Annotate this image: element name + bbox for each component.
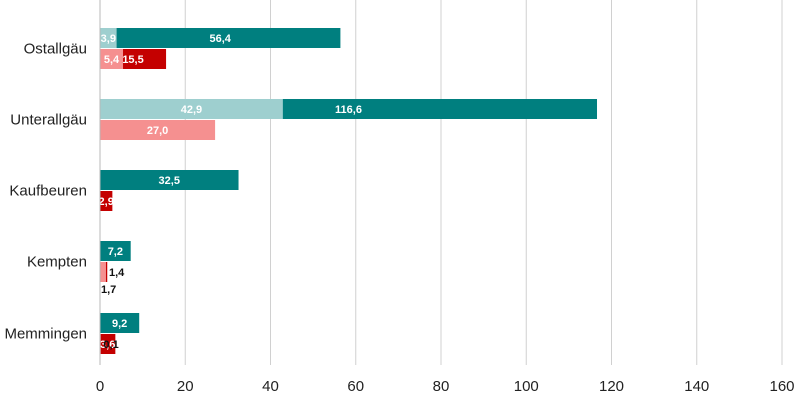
data-label-1-0-0: 116,6 <box>335 104 362 116</box>
data-label-3-0-0: 7,2 <box>108 246 123 258</box>
grid-lines <box>184 0 783 365</box>
x-tick-label-8: 160 <box>769 378 794 395</box>
bar-segment-0-0-1 <box>100 28 117 48</box>
data-label-3-1-0: 1,7 <box>101 284 116 296</box>
category-label-0: Ostallgäu <box>24 41 87 58</box>
x-tick-labels: 0 20 40 60 80 100 120 140 160 <box>96 378 795 395</box>
data-label-4-1-1: 0,1 <box>103 339 118 351</box>
bars: 56,43,915,55,4116,642,914,227,032,52,97,… <box>99 28 598 354</box>
bar-segment-1-1-1 <box>100 120 216 140</box>
bar-segment-2-1-0 <box>100 191 113 211</box>
bar-segment-4-0-0 <box>100 313 140 333</box>
x-tick-label-7: 140 <box>684 378 709 395</box>
bar-segment-4-1-0 <box>100 334 116 354</box>
category-label-4: Memmingen <box>4 326 87 343</box>
category-label-3: Kempten <box>27 254 87 271</box>
data-label-0-0-0: 56,4 <box>209 33 231 45</box>
data-label-4-1-0: 3,6 <box>100 339 115 351</box>
category-label-2: Kaufbeuren <box>9 183 87 200</box>
bar-segment-3-1-1 <box>100 262 106 282</box>
bar-segment-2-0-0 <box>100 170 239 190</box>
bar-segment-3-0-0 <box>100 241 131 261</box>
bar-segment-0-0-0 <box>100 28 341 48</box>
data-label-1-0-1: 42,9 <box>181 104 202 116</box>
data-label-0-1-0: 15,5 <box>122 54 143 66</box>
x-tick-label-1: 20 <box>177 378 194 395</box>
x-tick-label-5: 100 <box>514 378 539 395</box>
data-label-2-1-0: 2,9 <box>99 196 114 208</box>
bar-segment-1-0-1 <box>100 99 283 119</box>
data-label-2-0-0: 32,5 <box>159 175 180 187</box>
data-label-0-1-1: 5,4 <box>104 54 120 66</box>
x-tick-label-0: 0 <box>96 378 104 395</box>
bar-segment-0-1-1 <box>100 49 124 69</box>
category-labels: Ostallgäu Unterallgäu Kaufbeuren Kempten Mem… <box>4 41 87 343</box>
data-label-0-0-1: 3,9 <box>101 33 116 45</box>
data-label-3-1-1: 1,4 <box>109 267 125 279</box>
data-label-1-1-1: 27,0 <box>147 125 168 137</box>
x-tick-label-3: 60 <box>347 378 364 395</box>
x-tick-label-4: 80 <box>433 378 450 395</box>
category-label-1: Unterallgäu <box>10 112 87 129</box>
x-tick-label-6: 120 <box>599 378 624 395</box>
data-label-4-0-0: 9,2 <box>112 318 127 330</box>
x-tick-label-2: 40 <box>262 378 279 395</box>
